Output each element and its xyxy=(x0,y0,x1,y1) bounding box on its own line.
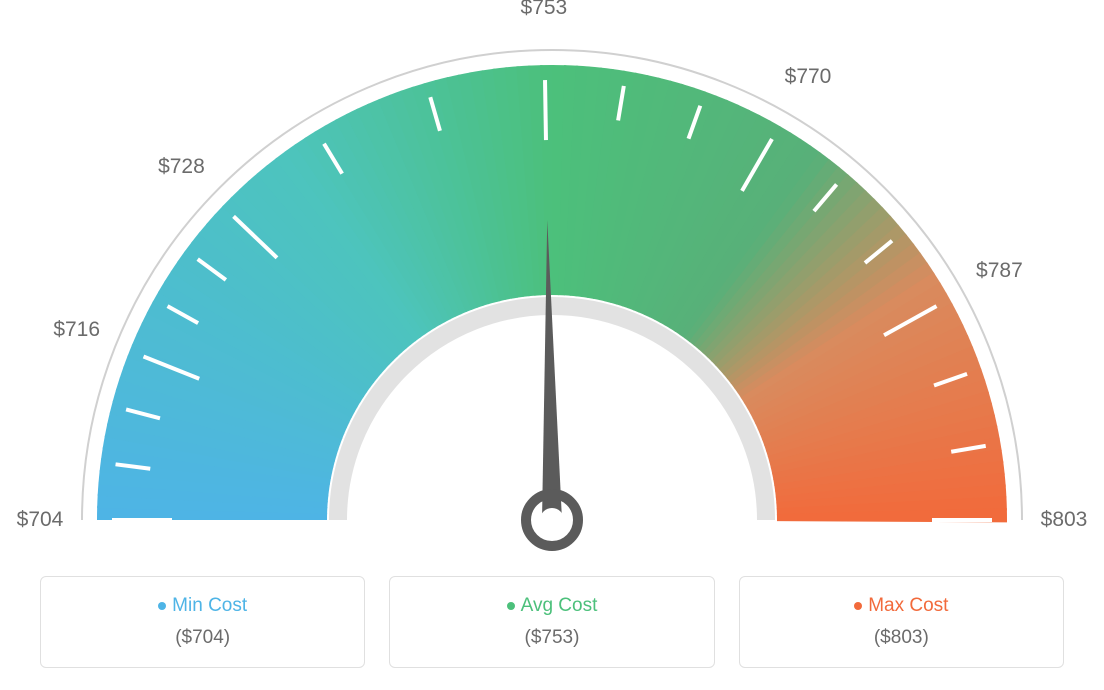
gauge-needle-hub-hole xyxy=(540,508,564,532)
cost-gauge-chart: $704 $716 $728 $753 $770 $787 $803 xyxy=(0,0,1104,560)
legend-card-max: Max Cost ($803) xyxy=(739,576,1064,668)
legend-avg-value: ($753) xyxy=(402,627,701,649)
legend-min-label: Min Cost xyxy=(172,595,247,616)
legend-row: Min Cost ($704) Avg Cost ($753) Max Cost… xyxy=(40,576,1064,668)
legend-min-dot-icon xyxy=(158,602,166,610)
legend-max-label: Max Cost xyxy=(868,595,948,616)
gauge-tick-label: $803 xyxy=(1041,508,1088,532)
gauge-svg xyxy=(0,0,1104,560)
legend-card-avg: Avg Cost ($753) xyxy=(389,576,714,668)
legend-avg-dot-icon xyxy=(507,602,515,610)
legend-max-dot-icon xyxy=(854,602,862,610)
legend-min-title: Min Cost xyxy=(53,595,352,617)
legend-max-title: Max Cost xyxy=(752,595,1051,617)
legend-max-value: ($803) xyxy=(752,627,1051,649)
legend-avg-title: Avg Cost xyxy=(402,595,701,617)
gauge-tick-label: $728 xyxy=(158,155,205,179)
gauge-tick-label: $770 xyxy=(785,65,832,89)
legend-min-value: ($704) xyxy=(53,627,352,649)
legend-card-min: Min Cost ($704) xyxy=(40,576,365,668)
gauge-tick-label: $787 xyxy=(976,259,1023,283)
gauge-tick-label: $704 xyxy=(17,508,64,532)
gauge-tick-label: $716 xyxy=(53,318,100,342)
gauge-tick-label: $753 xyxy=(521,0,568,20)
legend-avg-label: Avg Cost xyxy=(521,595,598,616)
